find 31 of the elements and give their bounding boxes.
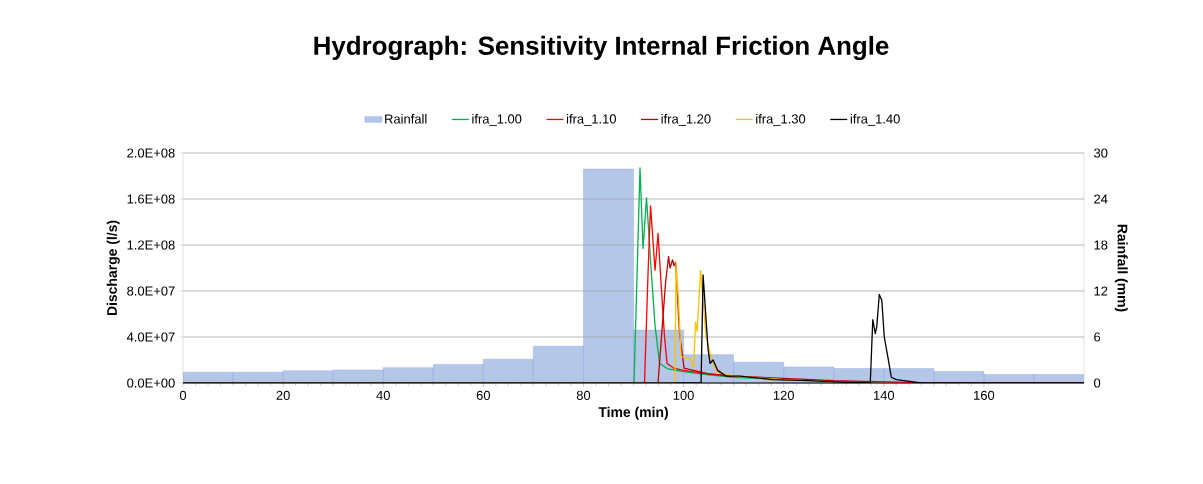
legend-label: ifra_1.40 [850, 114, 900, 126]
y-tick-label: 1.2E+08 [127, 240, 175, 250]
chart-title: Hydrograph: Sensitivity Internal Friction Angle [314, 35, 889, 61]
y2-tick-label: 24 [1094, 194, 1108, 204]
y2-axis-title: Rainfall (mm) [1114, 224, 1128, 312]
y2-tick-label: 18 [1094, 240, 1108, 250]
x-tick-label: 80 [576, 390, 591, 400]
x-tick-label: 140 [873, 390, 895, 400]
y-tick-label: 2.0E+08 [127, 148, 175, 158]
y2-tick-label: 0 [1094, 378, 1101, 388]
legend-label: ifra_1.20 [661, 114, 711, 126]
x-tick-label: 120 [773, 390, 794, 400]
x-tick-label: 20 [276, 390, 290, 400]
x-tick-label: 160 [974, 390, 995, 400]
y-tick-label: 0.0E+00 [127, 378, 175, 388]
x-tick-label: 100 [673, 390, 694, 400]
y-tick-label: 1.6E+08 [127, 194, 175, 204]
x-tick-label: 60 [476, 390, 491, 400]
y2-tick-label: 6 [1094, 332, 1101, 342]
x-tick-label: 40 [376, 390, 390, 400]
legend-label: ifra_1.30 [756, 114, 806, 126]
x-tick-label: 0 [179, 390, 187, 400]
y-axis-title: Discharge (l/s) [106, 220, 120, 316]
legend-label: ifra_1.00 [472, 114, 522, 126]
y2-tick-label: 30 [1094, 148, 1108, 158]
y-tick-label: 4.0E+07 [126, 332, 175, 342]
x-axis-title: Time (min) [598, 406, 668, 420]
y-tick-label: 8.0E+07 [127, 286, 175, 296]
legend-label: ifra_1.10 [566, 114, 616, 126]
y2-tick-label: 12 [1094, 286, 1108, 296]
legend-label: Rainfall [385, 114, 427, 124]
